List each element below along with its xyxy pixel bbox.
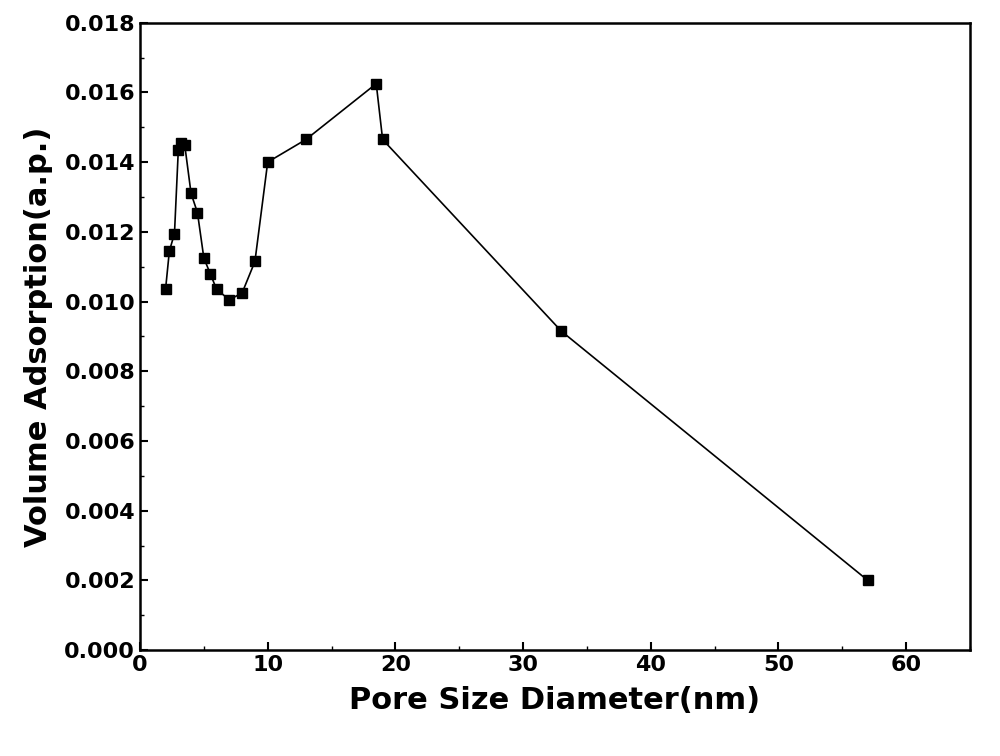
Y-axis label: Volume Adsorption(a.p.): Volume Adsorption(a.p.) <box>24 126 53 547</box>
X-axis label: Pore Size Diameter(nm): Pore Size Diameter(nm) <box>349 686 761 715</box>
